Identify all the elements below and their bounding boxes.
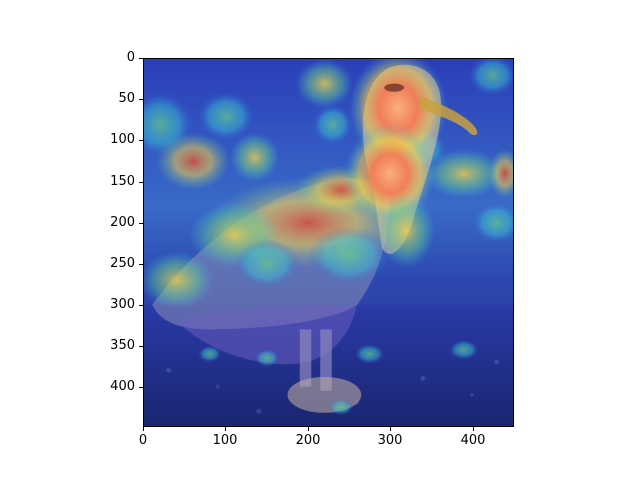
y-tick-mark [139, 182, 143, 183]
y-tick-label: 300 [110, 297, 135, 312]
y-tick-label: 100 [110, 132, 135, 147]
x-tick-label: 0 [138, 433, 148, 448]
bird-beak [418, 95, 478, 136]
bird-eye [384, 83, 404, 92]
y-tick-label: 150 [110, 174, 135, 189]
y-tick-label: 350 [110, 338, 135, 353]
x-tick-label: 300 [377, 433, 403, 448]
y-tick-mark [139, 305, 143, 306]
y-tick-label: 250 [110, 256, 135, 271]
y-tick-label: 400 [110, 379, 135, 394]
y-tick-label: 0 [126, 50, 135, 65]
x-tick-label: 200 [295, 433, 321, 448]
y-tick-mark [139, 223, 143, 224]
x-tick-label: 400 [460, 433, 486, 448]
y-tick-mark [139, 387, 143, 388]
x-tick-mark [390, 427, 391, 431]
y-tick-label: 200 [110, 215, 135, 230]
bird-leg-left [299, 329, 312, 387]
y-tick-label: 50 [118, 91, 135, 106]
heatmap-overlay-image [143, 58, 514, 427]
x-tick-mark [143, 427, 144, 431]
x-tick-label: 100 [212, 433, 238, 448]
x-tick-mark [473, 427, 474, 431]
bird-heatmap-overlay [144, 59, 513, 426]
y-tick-mark [139, 346, 143, 347]
bird-leg-right [320, 329, 332, 391]
y-tick-mark [139, 140, 143, 141]
y-tick-mark [139, 99, 143, 100]
y-tick-mark [139, 264, 143, 265]
x-tick-mark [308, 427, 309, 431]
y-tick-mark [139, 58, 143, 59]
x-tick-mark [225, 427, 226, 431]
